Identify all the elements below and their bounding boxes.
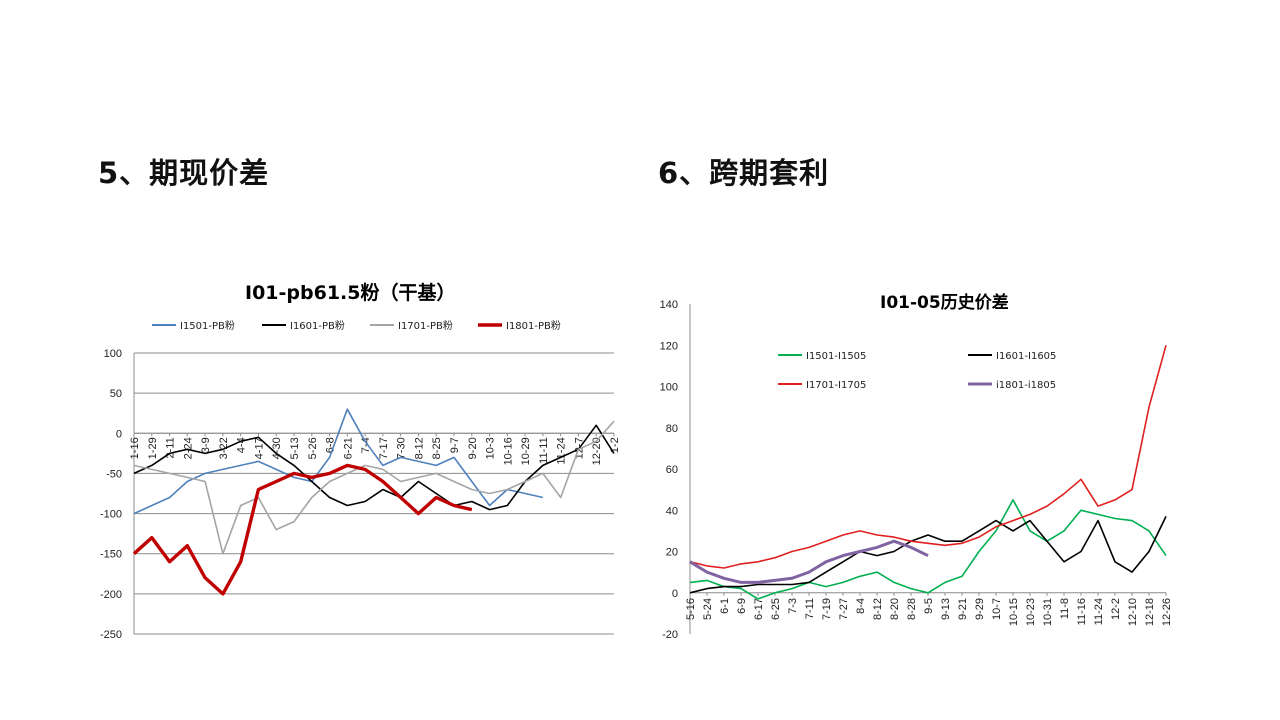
x-tick-label: 7-3 [787, 598, 799, 614]
legend-label-2: I1701-PB粉 [398, 319, 453, 332]
legend-label-3: i1801-i1805 [996, 380, 1056, 391]
x-tick-label: 4-30 [271, 437, 283, 459]
x-tick-label: 7-4 [360, 437, 372, 453]
y-tick-label: 40 [666, 505, 678, 517]
x-tick-label: 12-18 [1144, 598, 1156, 626]
x-tick-label: 12-26 [1161, 598, 1173, 626]
x-tick-label: 8-25 [431, 437, 443, 459]
y-tick-label: -50 [106, 468, 122, 480]
x-tick-label: 11-8 [1059, 598, 1071, 619]
legend-label-1: I1601-I1605 [996, 351, 1056, 362]
y-tick-label: -100 [100, 509, 122, 521]
x-tick-label: 10-23 [1025, 598, 1037, 626]
x-tick-label: 10-7 [991, 598, 1003, 620]
y-tick-label: -250 [100, 629, 122, 641]
legend-label-0: I1501-I1505 [806, 351, 866, 362]
x-tick-label: 1-16 [129, 437, 141, 459]
x-tick-label: 7-11 [804, 598, 816, 619]
x-tick-label: 5-24 [702, 598, 714, 620]
chart2-title: I01-05历史价差 [880, 293, 1009, 313]
x-tick-label: 6-17 [753, 598, 765, 620]
x-tick-label: 6-9 [736, 598, 748, 614]
chart2-plot: 140 120 100 80 60 40 20 0 -20 5-16 5-24 6-1 6-9 6-17 6… [660, 299, 1173, 641]
x-tick-label: 10-29 [520, 437, 532, 465]
y-tick-label: 20 [666, 547, 678, 559]
x-tick-label: 12-10 [1127, 598, 1139, 626]
x-tick-label: 10-31 [1042, 598, 1054, 626]
y-tick-label: 120 [660, 340, 678, 352]
x-tick-label: 6-8 [325, 437, 337, 453]
legend-label-0: I1501-PB粉 [180, 319, 235, 332]
x-tick-label: 7-19 [821, 598, 833, 620]
x-tick-label: 9-21 [957, 598, 969, 620]
x-tick-label: 10-15 [1008, 598, 1020, 626]
x-tick-label: 11-24 [1093, 598, 1105, 625]
x-tick-label: 3-9 [200, 437, 212, 453]
x-tick-label: 8-28 [906, 598, 918, 620]
x-tick-label: 9-5 [923, 598, 935, 614]
y-tick-label: -150 [100, 549, 122, 561]
y-tick-label: 0 [116, 428, 122, 440]
x-tick-label: 5-13 [289, 437, 301, 459]
legend-label-3: I1801-PB粉 [506, 319, 561, 332]
legend-label-2: I1701-I1705 [806, 380, 866, 391]
x-tick-label: 11-16 [1076, 598, 1088, 625]
x-tick-label: 8-12 [872, 598, 884, 620]
y-tick-label: 140 [660, 299, 678, 311]
series-line-3 [132, 463, 473, 596]
section-title-spot-futures-spread: 5、期现价差 [98, 156, 270, 190]
series-line-2 [133, 420, 615, 555]
series-line-3 [689, 539, 929, 584]
y-tick-label: 50 [110, 388, 122, 400]
x-tick-label: 2-24 [182, 437, 194, 459]
x-tick-label: 1-29 [147, 437, 159, 459]
x-tick-label: 7-30 [396, 437, 408, 459]
x-tick-label: 11-24 [556, 437, 568, 464]
y-tick-label: 80 [666, 423, 678, 435]
x-tick-label: 9-29 [974, 598, 986, 620]
x-tick-label: 4-17 [253, 437, 265, 459]
x-tick-label: 12-2 [1110, 598, 1122, 620]
x-tick-label: 6-21 [342, 437, 354, 459]
x-tick-label: 11-11 [538, 437, 550, 464]
x-tick-label: 9-13 [940, 598, 952, 620]
y-tick-label: -200 [100, 589, 122, 601]
x-tick-label: 10-16 [502, 437, 514, 465]
legend-label-1: I1601-PB粉 [290, 319, 345, 332]
x-tick-label: 10-3 [485, 437, 497, 459]
series-line-2 [689, 345, 1167, 569]
series-line-1 [133, 424, 615, 511]
x-tick-label: 1-2 [609, 437, 621, 453]
y-tick-label: -20 [662, 629, 678, 641]
x-tick-label: 9-7 [449, 437, 461, 453]
x-tick-label: 9-20 [467, 437, 479, 459]
x-tick-label: 5-16 [685, 598, 697, 620]
y-tick-label: 100 [660, 382, 678, 394]
x-tick-label: 7-17 [378, 437, 390, 459]
x-tick-label: 12-20 [591, 437, 603, 465]
series-line-0 [133, 408, 544, 515]
x-tick-label: 5-26 [307, 437, 319, 459]
x-tick-label: 4-4 [236, 437, 248, 453]
x-tick-label: 8-20 [889, 598, 901, 620]
x-tick-label: 8-12 [413, 437, 425, 459]
y-tick-label: 100 [104, 348, 122, 360]
x-tick-label: 8-4 [855, 598, 867, 614]
x-tick-label: 6-25 [770, 598, 782, 620]
series-line-1 [689, 516, 1167, 594]
series-line-0 [689, 499, 1167, 600]
section-title-calendar-arbitrage: 6、跨期套利 [658, 156, 830, 190]
chart1-title: I01-pb61.5粉（干基） [245, 282, 456, 304]
y-tick-label: 0 [672, 588, 678, 600]
x-tick-label: 7-27 [838, 598, 850, 620]
y-tick-label: 60 [666, 464, 678, 476]
x-tick-label: 6-1 [719, 598, 731, 614]
